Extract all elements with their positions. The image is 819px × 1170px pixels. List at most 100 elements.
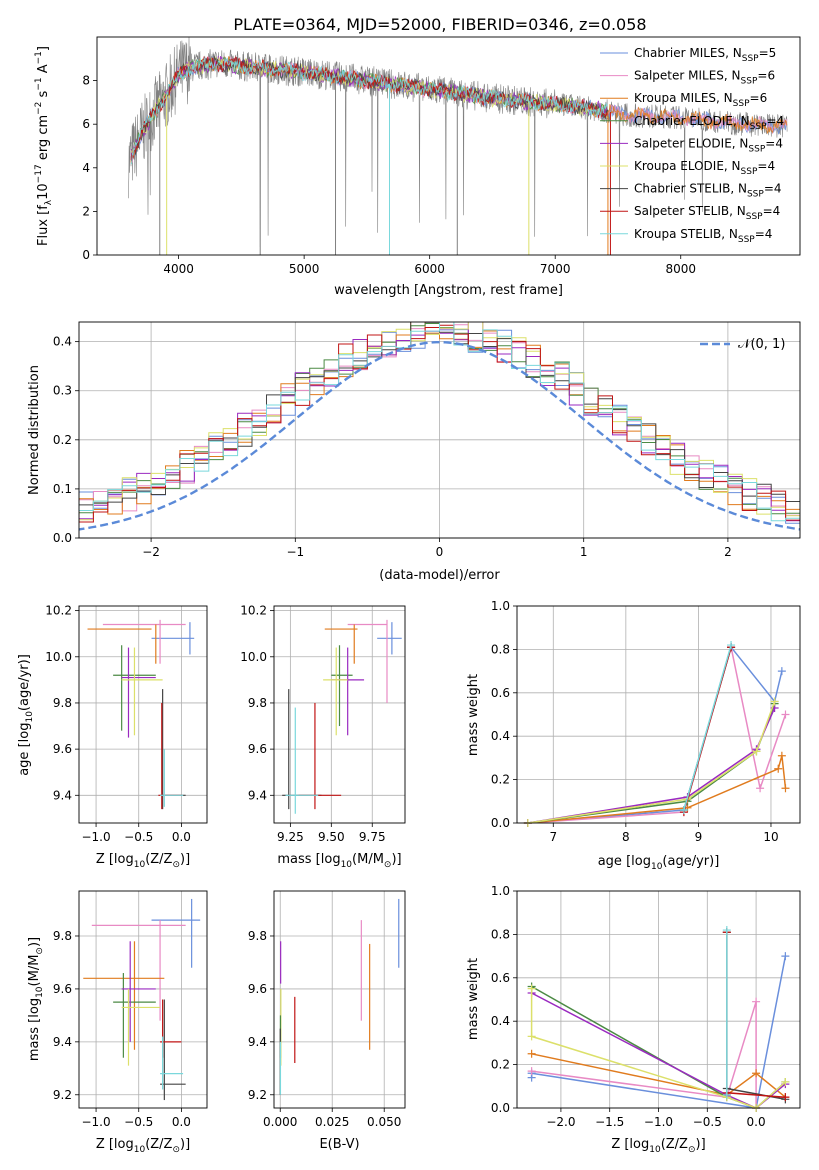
y-tick-label: 0.8 — [491, 927, 510, 941]
axes-frame — [516, 605, 801, 824]
y-tick-label: 4 — [82, 161, 90, 175]
point-marker — [527, 1067, 536, 1076]
y-tick-label: 0.2 — [491, 1058, 510, 1072]
y-tick-label: 9.8 — [248, 696, 267, 710]
axes-frame — [273, 890, 406, 1109]
x-axis-label: age [log10(age/yr)] — [598, 854, 720, 872]
legend-label: Kroupa STELIB, NSSP=4 — [634, 227, 772, 245]
x-tick-label: −2 — [142, 545, 160, 559]
y-tick-label: 9.2 — [53, 1088, 72, 1102]
point-marker — [722, 926, 731, 935]
y-tick-label: 9.6 — [53, 982, 72, 996]
x-axis-label: wavelength [Angstrom, rest frame] — [334, 283, 563, 298]
y-tick-label: 8 — [82, 74, 90, 88]
x-tick-label: 9.25 — [277, 830, 304, 844]
y-tick-label: 0.4 — [491, 1014, 510, 1028]
y-tick-label: 9.4 — [53, 788, 72, 802]
x-tick-label: 1 — [580, 545, 588, 559]
x-tick-label: 9.50 — [318, 830, 345, 844]
x-tick-label: 10 — [763, 830, 778, 844]
x-tick-label: 0 — [436, 545, 444, 559]
x-tick-label: 9.75 — [359, 830, 386, 844]
legend-label: Chabrier ELODIE, NSSP=4 — [634, 114, 784, 132]
panel-residuals: −2 −1 0 1 2 0.0 0.1 0.2 0.3 0.4 𝒩(0, 1) (data-model… — [27, 321, 801, 583]
axes-frame — [96, 36, 801, 256]
x-tick-label: 2 — [724, 545, 732, 559]
y-tick-label: 0.6 — [491, 971, 510, 985]
y-axis-label: mass [log10(M/M⊙)] — [27, 937, 45, 1061]
axes-frame — [516, 890, 801, 1109]
x-axis-label: E(B-V) — [319, 1137, 359, 1152]
legend-label: Salpeter ELODIE, NSSP=4 — [634, 136, 783, 154]
x-tick-label: −0.5 — [124, 830, 153, 844]
y-tick-label: 0.2 — [491, 773, 510, 787]
series-line — [531, 1001, 757, 1108]
panel-spectrum: 4000 5000 6000 7000 8000 0 2 4 6 8 wavelength [Ang… — [34, 36, 801, 298]
series-line — [527, 701, 776, 824]
legend-label: Chabrier MILES, NSSP=5 — [634, 46, 776, 64]
x-axis-label: Z [log10(Z/Z⊙)] — [611, 1137, 705, 1155]
point-marker — [777, 751, 786, 760]
x-tick-label: 7 — [549, 830, 557, 844]
y-axis-label: mass weight — [466, 674, 481, 756]
point-marker — [777, 667, 786, 676]
point-marker — [781, 952, 790, 961]
y-tick-label: 9.4 — [53, 1035, 72, 1049]
axes-frame — [78, 321, 801, 539]
legend-label: Chabrier STELIB, NSSP=4 — [634, 182, 782, 200]
series-line — [683, 644, 732, 811]
point-marker — [756, 784, 765, 793]
panel-mass-vs-Z: −1.0 −0.5 0.0 9.2 9.4 9.6 9.8 Z [log10(Z/Z⊙)] ma… — [27, 890, 208, 1155]
point-marker — [752, 1069, 761, 1078]
series-line — [531, 1053, 786, 1098]
y-tick-label: 2 — [82, 204, 90, 218]
point-marker — [781, 1093, 790, 1102]
figure-title: PLATE=0364, MJD=52000, FIBERID=0346, z=0… — [233, 15, 646, 34]
y-axis-label: Flux [fλ10−17 erg cm−2 s−1 A−1] — [34, 46, 54, 246]
y-tick-label: 9.2 — [248, 1088, 267, 1102]
histograms — [79, 322, 800, 531]
legend: Chabrier MILES, NSSP=5 Salpeter MILES, NS… — [600, 46, 784, 245]
x-tick-label: 7000 — [540, 262, 571, 276]
x-tick-label: 6000 — [414, 262, 445, 276]
point-marker — [781, 1077, 790, 1086]
x-tick-label: 0.025 — [315, 1115, 349, 1129]
axes-frame — [78, 890, 208, 1109]
axes-frame — [78, 605, 208, 824]
y-tick-label: 9.8 — [53, 929, 72, 943]
point-marker — [527, 984, 536, 993]
legend-label: Salpeter STELIB, NSSP=4 — [634, 204, 780, 222]
x-tick-label: −1.0 — [81, 1115, 110, 1129]
normal-curve-line — [79, 341, 800, 531]
y-tick-label: 0.0 — [53, 531, 72, 545]
y-tick-label: 9.6 — [248, 742, 267, 756]
point-marker — [722, 1090, 731, 1099]
y-tick-label: 9.8 — [248, 929, 267, 943]
legend-label: Salpeter MILES, NSSP=6 — [634, 69, 775, 87]
y-tick-label: 9.4 — [248, 1035, 267, 1049]
y-tick-label: 0 — [82, 248, 90, 262]
panel-weight-vs-Z: −2.0 −1.5 −1.0 −0.5 0.0 0.0 0.2 0.4 0.6 0.8 1.0 Z [… — [466, 884, 801, 1155]
series-line — [527, 646, 787, 824]
panel-age-vs-Z: −1.0 −0.5 0.0 9.4 9.6 9.8 10.0 10.2 Z [log10(Z/Z… — [17, 604, 208, 870]
y-tick-label: 0.0 — [491, 816, 510, 830]
point-marker — [727, 641, 736, 650]
x-tick-label: −1.0 — [644, 1115, 673, 1129]
y-tick-label: 9.8 — [53, 696, 72, 710]
y-tick-label: 9.6 — [53, 742, 72, 756]
point-marker — [752, 747, 761, 756]
point-marker — [527, 1032, 536, 1041]
y-tick-label: 10.0 — [240, 650, 267, 664]
x-tick-label: 8000 — [665, 262, 696, 276]
panel-weight-vs-age: 7 8 9 10 0.0 0.2 0.4 0.6 0.8 1.0 age [log10(age/yr… — [466, 599, 801, 872]
y-axis-label: Normed distribution — [27, 365, 42, 495]
x-tick-label: 0.050 — [367, 1115, 401, 1129]
x-tick-label: −1.5 — [595, 1115, 624, 1129]
x-axis-label: Z [log10(Z/Z⊙)] — [96, 852, 190, 870]
y-tick-label: 9.4 — [248, 788, 267, 802]
x-tick-label: 8 — [622, 830, 630, 844]
legend-label: Kroupa MILES, NSSP=6 — [634, 91, 767, 109]
y-tick-label: 6 — [82, 117, 90, 131]
point-marker — [781, 784, 790, 793]
y-tick-label: 10.0 — [45, 650, 72, 664]
